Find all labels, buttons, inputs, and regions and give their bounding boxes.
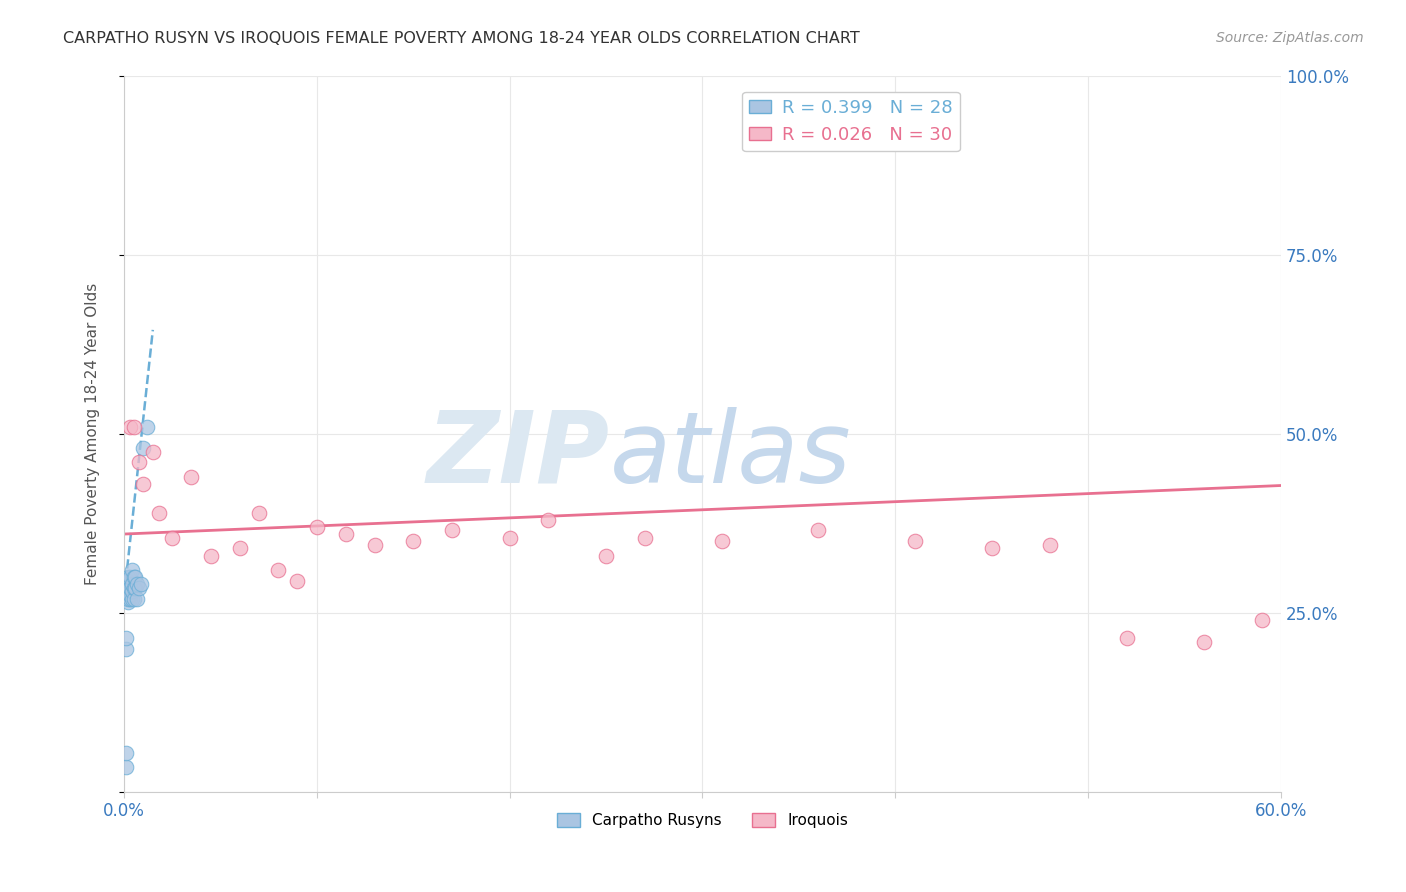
Point (180, 469, 202, 483)
Point (127, 577, 149, 591)
Text: Source: ZipAtlas.com: Source: ZipAtlas.com (1216, 31, 1364, 45)
Point (1038, 538, 1060, 552)
Text: ZIP: ZIP (427, 407, 610, 504)
Point (903, 534, 925, 549)
Point (117, 595, 139, 609)
Point (129, 577, 152, 591)
Point (228, 541, 250, 556)
Y-axis label: Female Poverty Among 18-24 Year Olds: Female Poverty Among 18-24 Year Olds (86, 283, 100, 585)
Point (127, 591, 149, 606)
Point (122, 419, 145, 434)
Point (118, 591, 141, 606)
Point (115, 631, 138, 645)
Point (537, 513, 560, 527)
Point (124, 570, 146, 584)
Point (121, 591, 143, 606)
Point (1250, 613, 1272, 627)
Point (132, 441, 155, 455)
Point (118, 419, 141, 434)
Point (117, 574, 139, 588)
Point (115, 641, 138, 656)
Point (121, 584, 143, 599)
Point (1192, 634, 1215, 648)
Point (136, 419, 159, 434)
Text: atlas: atlas (610, 407, 852, 504)
Point (807, 524, 830, 538)
Point (118, 570, 141, 584)
Point (115, 746, 138, 760)
Point (710, 534, 733, 549)
Point (122, 570, 145, 584)
Point (287, 574, 309, 588)
Point (267, 563, 290, 577)
Text: CARPATHO RUSYN VS IROQUOIS FEMALE POVERTY AMONG 18-24 YEAR OLDS CORRELATION CHAR: CARPATHO RUSYN VS IROQUOIS FEMALE POVERT… (63, 31, 860, 46)
Point (124, 581, 146, 595)
Point (200, 549, 222, 563)
Point (118, 581, 141, 595)
Point (402, 534, 425, 549)
Point (132, 476, 155, 491)
Point (1115, 631, 1137, 645)
Point (121, 577, 143, 591)
Point (122, 581, 145, 595)
Point (115, 760, 138, 774)
Point (247, 506, 270, 520)
Point (122, 591, 145, 606)
Point (128, 581, 150, 595)
Point (440, 524, 463, 538)
Point (128, 455, 150, 469)
Point (117, 581, 139, 595)
Point (142, 444, 165, 458)
Point (117, 591, 139, 606)
Point (498, 531, 520, 545)
Point (118, 588, 141, 602)
Point (980, 541, 1002, 556)
Point (121, 563, 143, 577)
Point (305, 520, 328, 534)
Point (148, 506, 170, 520)
Point (160, 531, 183, 545)
Legend: Carpatho Rusyns, Iroquois: Carpatho Rusyns, Iroquois (551, 807, 855, 835)
Point (335, 527, 357, 541)
Point (363, 538, 385, 552)
Point (117, 570, 139, 584)
Point (595, 549, 617, 563)
Point (633, 531, 655, 545)
